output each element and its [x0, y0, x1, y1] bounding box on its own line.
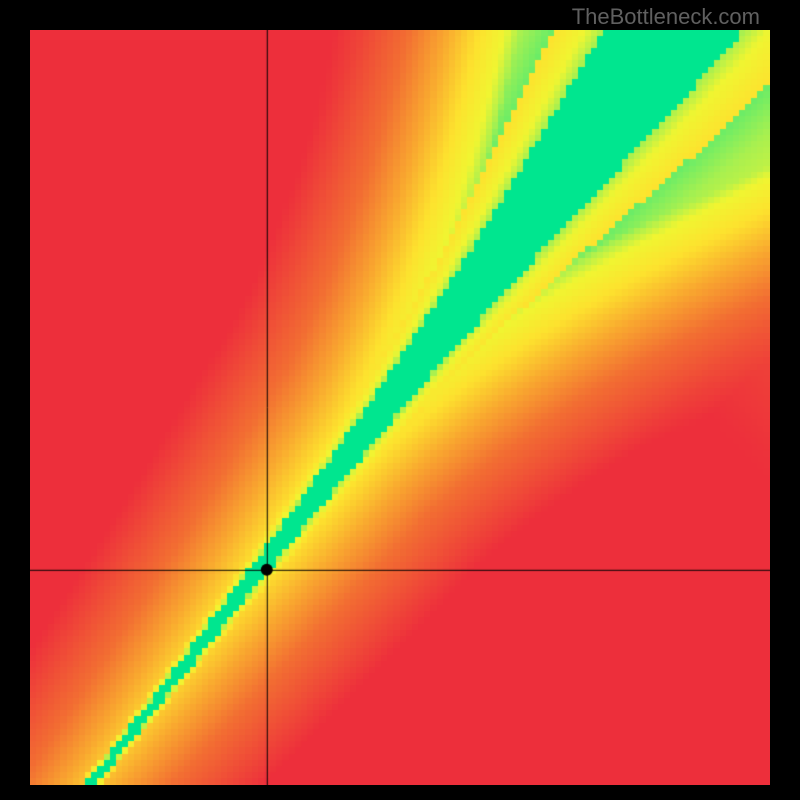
heatmap-plot-area — [30, 30, 770, 785]
watermark-text: TheBottleneck.com — [572, 4, 760, 30]
crosshair-overlay — [30, 30, 770, 785]
